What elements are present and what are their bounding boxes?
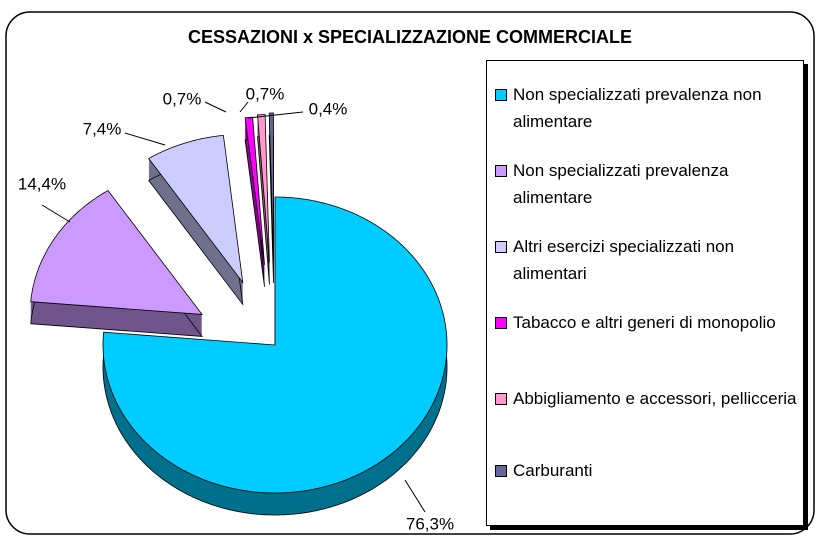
- slice: [102, 196, 448, 494]
- legend-swatch: [495, 465, 507, 477]
- data-label: 0,7%: [246, 84, 285, 103]
- data-label: 0,7%: [163, 89, 202, 108]
- leader-line: [239, 101, 249, 113]
- slice-side: [257, 115, 270, 285]
- legend-entry: Abbigliamento e accessori, pellicceria: [495, 385, 801, 412]
- chart-title: CESSAZIONI x SPECIALIZZAZIONE COMMERCIAL…: [188, 27, 632, 47]
- legend-swatch: [495, 165, 507, 177]
- legend: Non specializzati prevalenza non aliment…: [486, 60, 804, 526]
- legend-swatch: [495, 241, 507, 253]
- legend-entry: Altri esercizi specializzati non aliment…: [495, 233, 801, 287]
- data-label: 76,3%: [406, 514, 454, 533]
- legend-label: Altri esercizi specializzati non aliment…: [513, 237, 735, 283]
- legend-label: Tabacco e altri generi di monopolio: [513, 313, 776, 332]
- slice: [257, 114, 270, 263]
- legend-swatch: [495, 317, 507, 329]
- legend-entry: Tabacco e altri generi di monopolio: [495, 309, 801, 336]
- legend-label: Abbigliamento e accessori, pellicceria: [513, 389, 797, 408]
- data-label: 14,4%: [18, 174, 66, 193]
- leader-line: [404, 479, 426, 513]
- slice: [30, 189, 203, 315]
- legend-label: Non specializzati prevalenza alimentare: [513, 161, 729, 207]
- slice: [268, 112, 274, 262]
- legend-swatch: [495, 89, 507, 101]
- legend-entry: Non specializzati prevalenza alimentare: [495, 157, 801, 211]
- legend-swatch: [495, 393, 507, 405]
- legend-entry: Non specializzati prevalenza non aliment…: [495, 81, 801, 135]
- legend-label: Carburanti: [513, 461, 593, 480]
- leader-line: [204, 101, 227, 113]
- leader-line: [124, 132, 166, 146]
- slice-side: [245, 118, 265, 287]
- data-label: 0,4%: [309, 99, 348, 118]
- data-label: 7,4%: [83, 119, 122, 138]
- leader-line: [41, 204, 71, 223]
- leader-line: [247, 111, 304, 119]
- legend-label: Non specializzati prevalenza non aliment…: [513, 85, 762, 131]
- slice: [148, 134, 244, 284]
- legend-entry: Carburanti: [495, 457, 801, 484]
